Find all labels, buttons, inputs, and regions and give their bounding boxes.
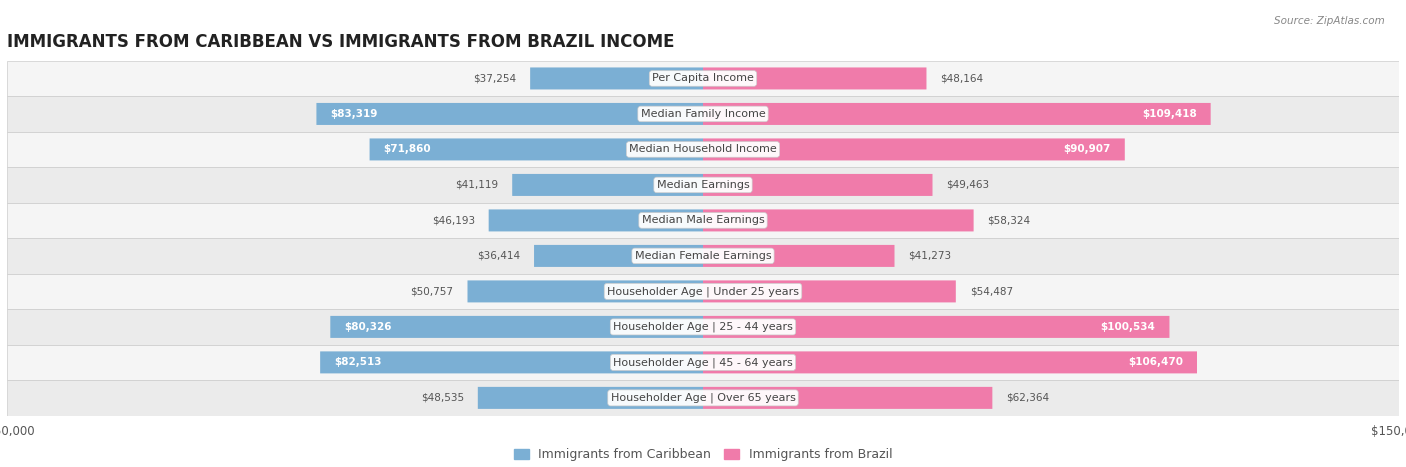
Text: Median Female Earnings: Median Female Earnings bbox=[634, 251, 772, 261]
FancyBboxPatch shape bbox=[512, 174, 703, 196]
Text: Householder Age | 25 - 44 years: Householder Age | 25 - 44 years bbox=[613, 322, 793, 332]
Text: $49,463: $49,463 bbox=[946, 180, 990, 190]
Text: $62,364: $62,364 bbox=[1007, 393, 1049, 403]
Bar bbox=[7, 345, 1399, 380]
Text: Householder Age | Under 25 years: Householder Age | Under 25 years bbox=[607, 286, 799, 297]
FancyBboxPatch shape bbox=[703, 280, 956, 303]
FancyBboxPatch shape bbox=[489, 209, 703, 232]
Text: $90,907: $90,907 bbox=[1063, 144, 1111, 155]
Bar bbox=[7, 274, 1399, 309]
FancyBboxPatch shape bbox=[316, 103, 703, 125]
Bar bbox=[7, 96, 1399, 132]
FancyBboxPatch shape bbox=[703, 67, 927, 90]
Text: $36,414: $36,414 bbox=[477, 251, 520, 261]
FancyBboxPatch shape bbox=[703, 209, 973, 232]
FancyBboxPatch shape bbox=[703, 174, 932, 196]
Bar bbox=[7, 61, 1399, 96]
Text: $46,193: $46,193 bbox=[432, 215, 475, 226]
FancyBboxPatch shape bbox=[370, 138, 703, 161]
Text: $82,513: $82,513 bbox=[335, 357, 381, 368]
FancyBboxPatch shape bbox=[321, 351, 703, 374]
FancyBboxPatch shape bbox=[703, 138, 1125, 161]
FancyBboxPatch shape bbox=[703, 103, 1211, 125]
Text: Per Capita Income: Per Capita Income bbox=[652, 73, 754, 84]
Text: $54,487: $54,487 bbox=[970, 286, 1012, 297]
Text: $50,757: $50,757 bbox=[411, 286, 454, 297]
Bar bbox=[7, 380, 1399, 416]
Bar bbox=[7, 238, 1399, 274]
Text: $106,470: $106,470 bbox=[1128, 357, 1182, 368]
Text: $41,119: $41,119 bbox=[456, 180, 498, 190]
Text: $83,319: $83,319 bbox=[330, 109, 378, 119]
Text: $37,254: $37,254 bbox=[472, 73, 516, 84]
Bar bbox=[7, 203, 1399, 238]
Text: IMMIGRANTS FROM CARIBBEAN VS IMMIGRANTS FROM BRAZIL INCOME: IMMIGRANTS FROM CARIBBEAN VS IMMIGRANTS … bbox=[7, 33, 675, 51]
Text: Median Family Income: Median Family Income bbox=[641, 109, 765, 119]
Text: $109,418: $109,418 bbox=[1142, 109, 1197, 119]
FancyBboxPatch shape bbox=[703, 245, 894, 267]
Text: Householder Age | 45 - 64 years: Householder Age | 45 - 64 years bbox=[613, 357, 793, 368]
Text: Median Earnings: Median Earnings bbox=[657, 180, 749, 190]
Text: Householder Age | Over 65 years: Householder Age | Over 65 years bbox=[610, 393, 796, 403]
Text: Source: ZipAtlas.com: Source: ZipAtlas.com bbox=[1274, 16, 1385, 26]
Legend: Immigrants from Caribbean, Immigrants from Brazil: Immigrants from Caribbean, Immigrants fr… bbox=[509, 443, 897, 466]
FancyBboxPatch shape bbox=[703, 351, 1197, 374]
Text: $80,326: $80,326 bbox=[344, 322, 392, 332]
Text: Median Male Earnings: Median Male Earnings bbox=[641, 215, 765, 226]
Text: $48,535: $48,535 bbox=[420, 393, 464, 403]
FancyBboxPatch shape bbox=[530, 67, 703, 90]
Text: $48,164: $48,164 bbox=[941, 73, 984, 84]
Bar bbox=[7, 309, 1399, 345]
Bar bbox=[7, 167, 1399, 203]
Text: $41,273: $41,273 bbox=[908, 251, 952, 261]
FancyBboxPatch shape bbox=[478, 387, 703, 409]
FancyBboxPatch shape bbox=[703, 387, 993, 409]
FancyBboxPatch shape bbox=[534, 245, 703, 267]
Text: $100,534: $100,534 bbox=[1101, 322, 1156, 332]
FancyBboxPatch shape bbox=[468, 280, 703, 303]
FancyBboxPatch shape bbox=[330, 316, 703, 338]
Text: $71,860: $71,860 bbox=[384, 144, 432, 155]
Bar bbox=[7, 132, 1399, 167]
Text: $58,324: $58,324 bbox=[987, 215, 1031, 226]
FancyBboxPatch shape bbox=[703, 316, 1170, 338]
Text: Median Household Income: Median Household Income bbox=[628, 144, 778, 155]
